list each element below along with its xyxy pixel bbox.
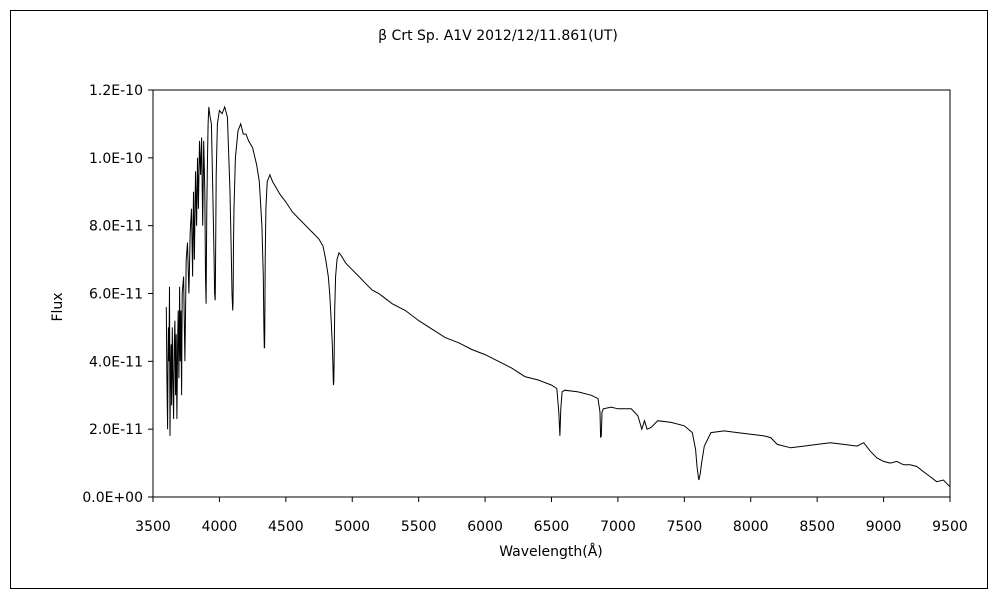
y-tick-label: 4.0E-11 [89,354,143,370]
x-tick-label: 7500 [667,519,703,535]
chart-title: β Crt Sp. A1V 2012/12/11.861(UT) [378,28,618,44]
x-tick-label: 9500 [932,519,968,535]
x-axis-ticks: 3500 4000 4500 5000 5500 6000 6500 7000 7500 8000… [135,497,968,535]
flux-spectrum-line [165,105,951,488]
x-axis-label: Wavelength(Å) [499,543,603,560]
x-tick-label: 8500 [799,519,835,535]
plot-area [152,89,951,498]
x-tick-label: 3500 [135,519,171,535]
y-tick-label: 8.0E-11 [89,219,143,235]
y-tick-label: 0.0E+00 [82,490,143,506]
y-tick-label: 2.0E-11 [89,422,143,438]
y-axis-ticks: 0.0E+00 2.0E-11 4.0E-11 6.0E-11 8.0E-11 1.0E-… [82,83,153,506]
y-tick-label: 6.0E-11 [89,287,143,303]
x-tick-label: 4500 [268,519,304,535]
x-tick-label: 5000 [334,519,370,535]
y-tick-label: 1.0E-10 [89,151,143,167]
x-tick-label: 8000 [733,519,769,535]
y-tick-label: 1.2E-10 [89,83,143,99]
chart-frame [10,10,988,589]
x-tick-label: 9000 [866,519,902,535]
x-tick-label: 5500 [401,519,437,535]
y-axis-label: Flux [50,292,66,321]
x-tick-label: 6000 [467,519,503,535]
x-tick-label: 7000 [600,519,636,535]
x-tick-label: 4000 [202,519,238,535]
x-tick-label: 6500 [534,519,570,535]
